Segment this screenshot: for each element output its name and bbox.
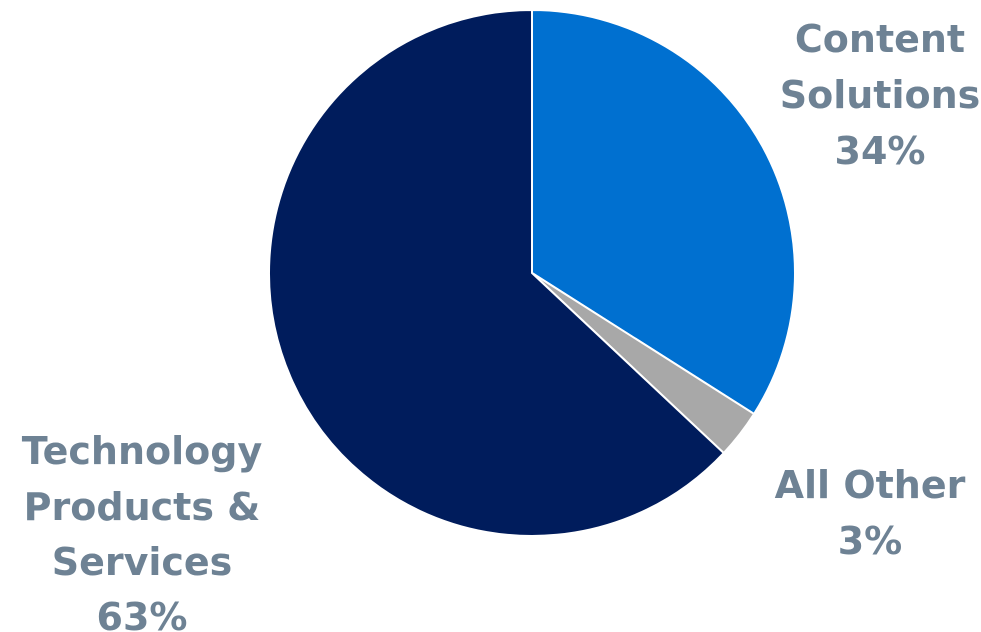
label-content-solutions-percent: 34% [835,129,926,173]
label-technology-line-2: Products & [24,485,261,529]
label-technology-line-1: Technology [22,429,263,473]
slice-content-solutions [531,8,796,416]
label-content-solutions-line-2: Solutions [780,73,981,117]
label-technology-percent: 63% [97,595,188,632]
label-all-other: All Other 3% [775,463,966,563]
label-technology-products-services: Technology Products & Services 63% [22,429,263,632]
label-all-other-percent: 3% [838,519,903,563]
label-technology-line-3: Services [52,540,233,584]
slice-technology-products-services [268,8,726,537]
label-content-solutions-line-1: Content [795,17,965,61]
label-all-other-line-1: All Other [775,463,966,507]
label-content-solutions: Content Solutions 34% [780,17,981,173]
pie-slices [268,8,796,537]
